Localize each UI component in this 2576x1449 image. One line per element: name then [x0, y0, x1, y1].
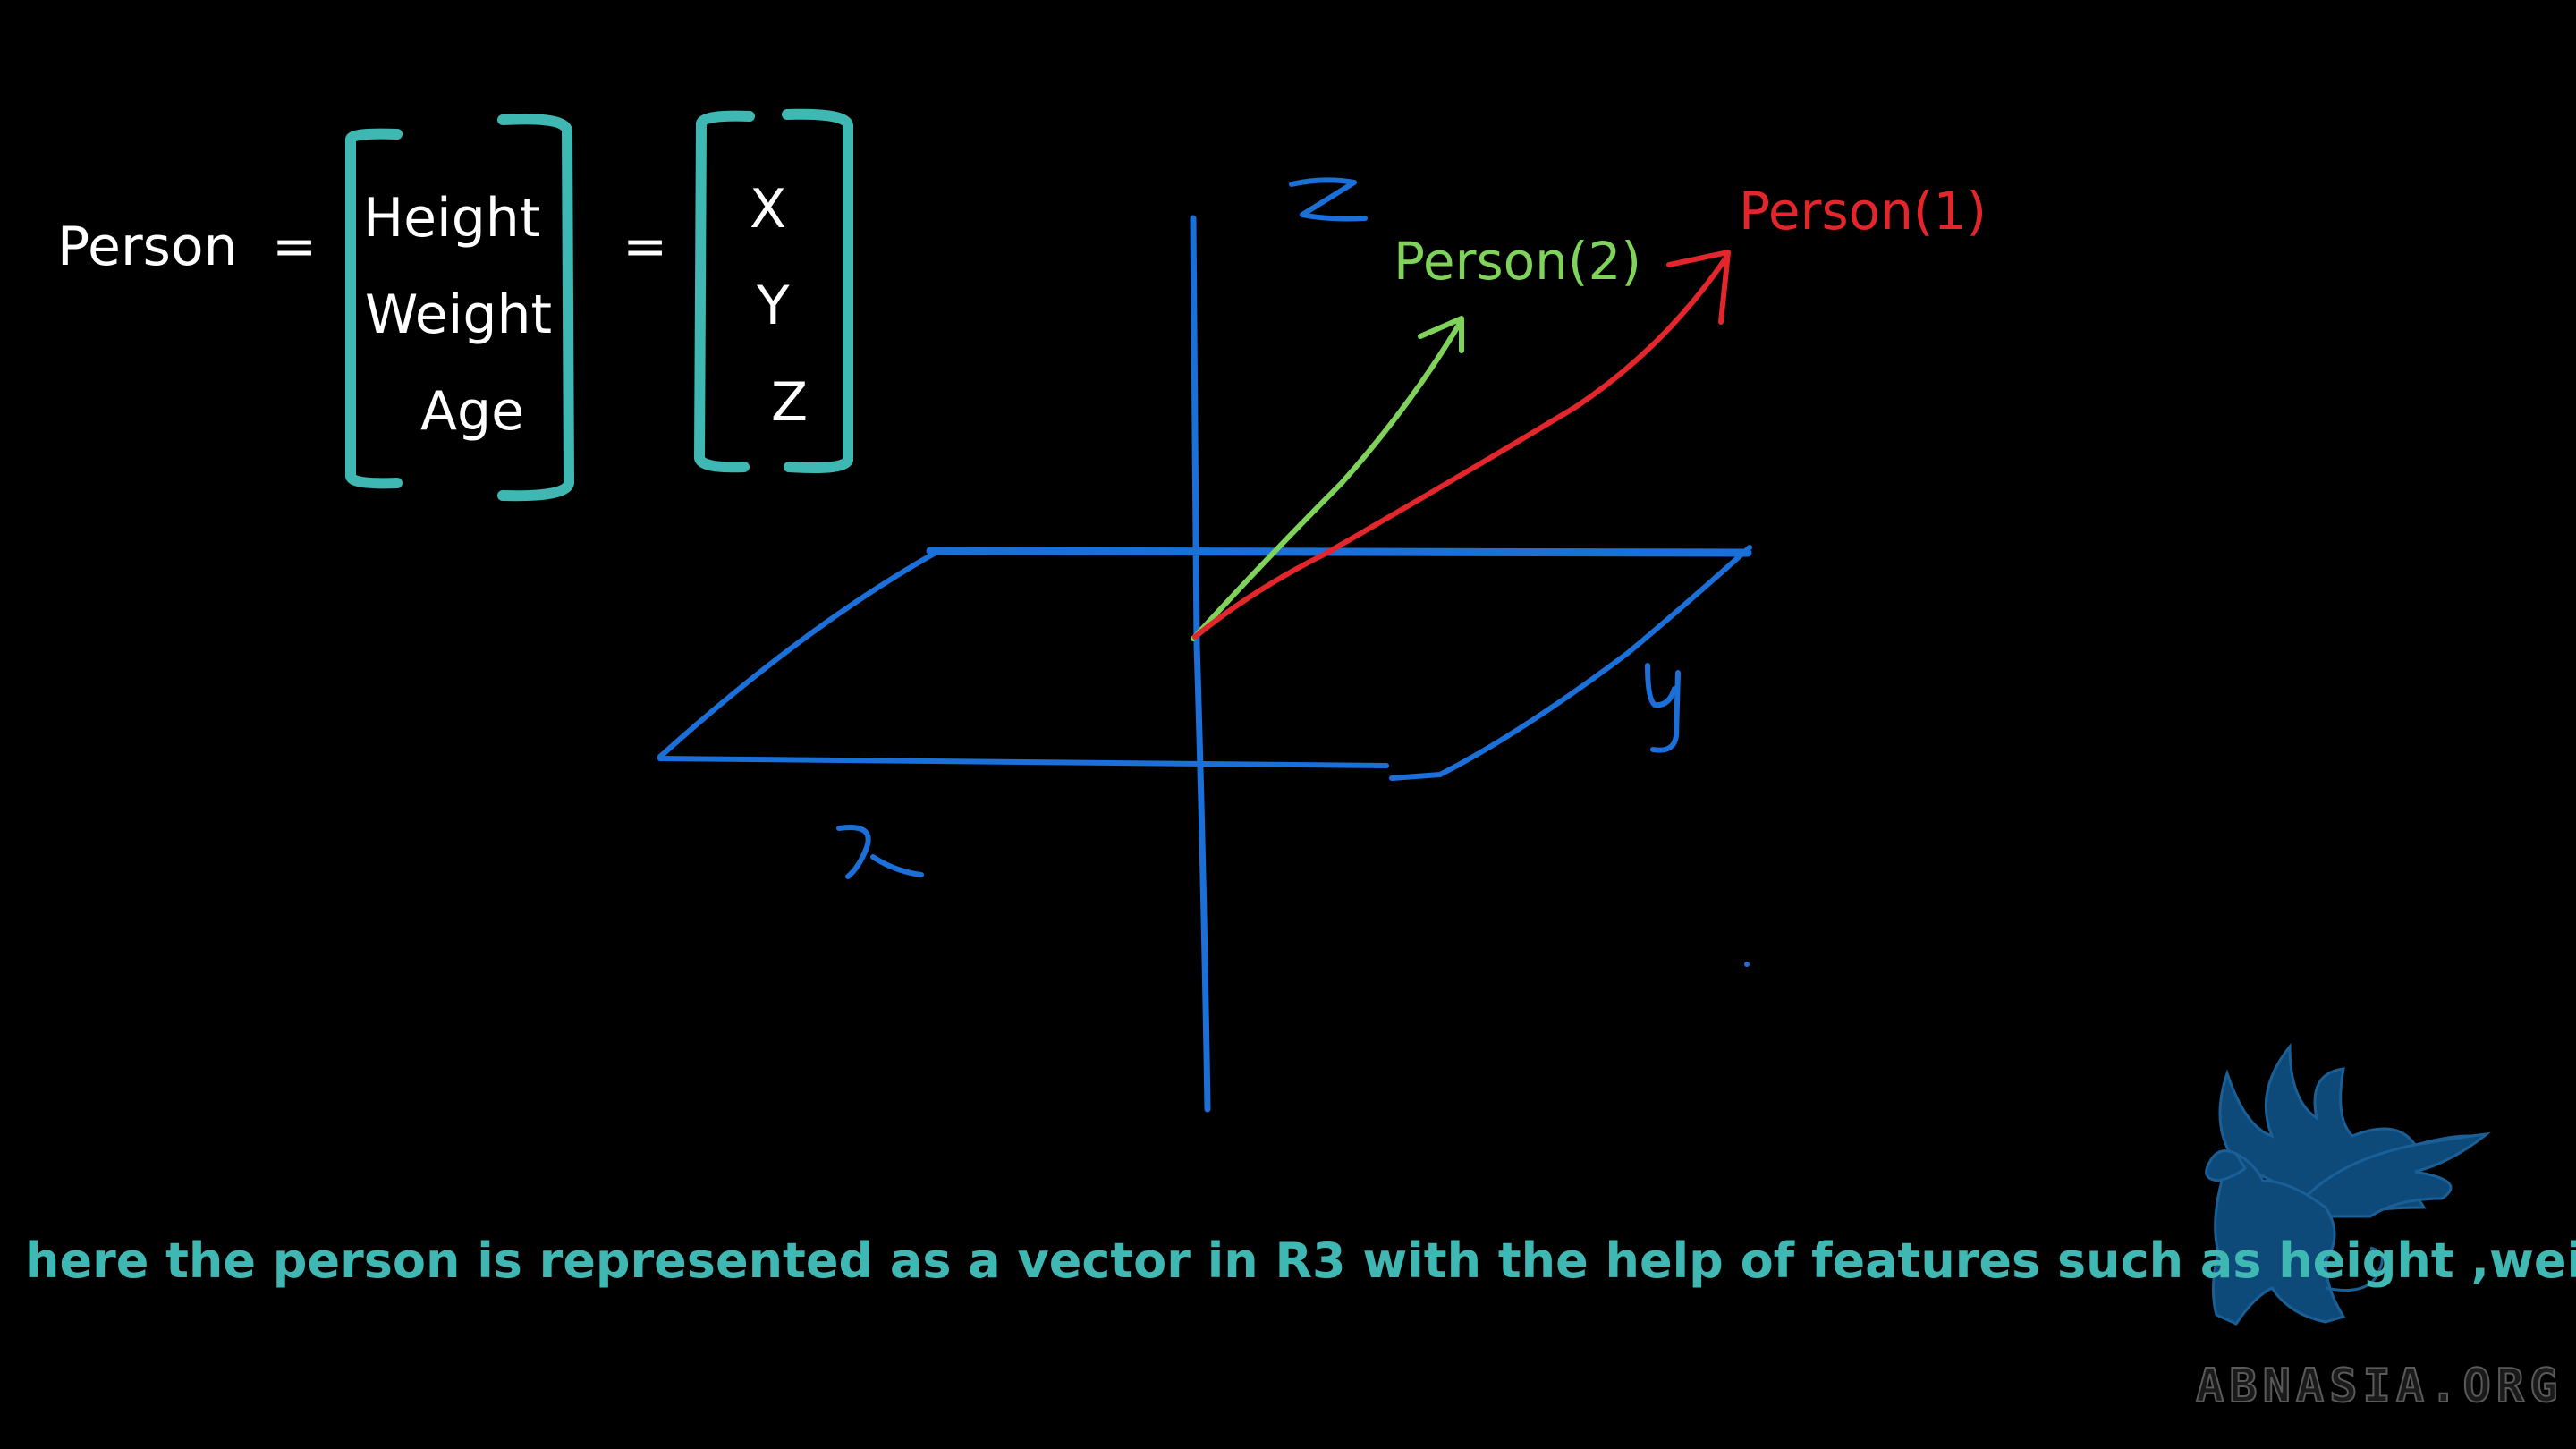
- feature-weight: Weight: [365, 284, 552, 346]
- griffin-logo-icon: [2205, 1042, 2491, 1326]
- x-axis-label: [836, 825, 924, 879]
- person-2-vector: [1191, 316, 1464, 641]
- y-axis-label: [1645, 663, 1681, 753]
- person-1-vector: [1192, 250, 1731, 640]
- coord-x: X: [750, 178, 786, 241]
- person-1-label: Person(1): [1739, 181, 1987, 242]
- coords-right-bracket: [782, 108, 853, 473]
- plane-right-edge: [1389, 545, 1752, 781]
- coordinate-system: [657, 177, 1752, 1113]
- equation-lhs: Person: [57, 216, 238, 278]
- z-axis-line: [1190, 215, 1211, 1113]
- plane-front-edge: [657, 756, 1389, 768]
- stray-dot: [1744, 962, 1750, 967]
- features-right-bracket: [497, 114, 575, 502]
- person-1-arrow-head: [1666, 250, 1731, 325]
- coords-left-bracket: [693, 110, 755, 473]
- plane-back-edge: [926, 547, 1752, 557]
- watermark-text: ABNASIA.ORG: [2195, 1359, 2563, 1414]
- person-2-label: Person(2): [1394, 231, 1641, 292]
- person-2-arrow-shaft: [1191, 318, 1464, 641]
- caption-text: here the person is represented as a vect…: [25, 1233, 2576, 1289]
- z-axis-label: [1289, 177, 1368, 222]
- person-2-arrow-head: [1418, 316, 1464, 353]
- equation-equals-2: =: [623, 216, 667, 278]
- features-left-bracket: [345, 128, 402, 489]
- person-1-arrow-shaft: [1192, 255, 1729, 640]
- feature-height: Height: [363, 187, 540, 250]
- person-equation: Person = Height Weight Age = X Y Z: [57, 108, 853, 502]
- coord-z: Z: [771, 371, 808, 434]
- coord-y: Y: [756, 275, 790, 337]
- plane-left-edge: [657, 550, 938, 759]
- equation-equals-1: =: [272, 216, 317, 278]
- feature-age: Age: [420, 380, 524, 443]
